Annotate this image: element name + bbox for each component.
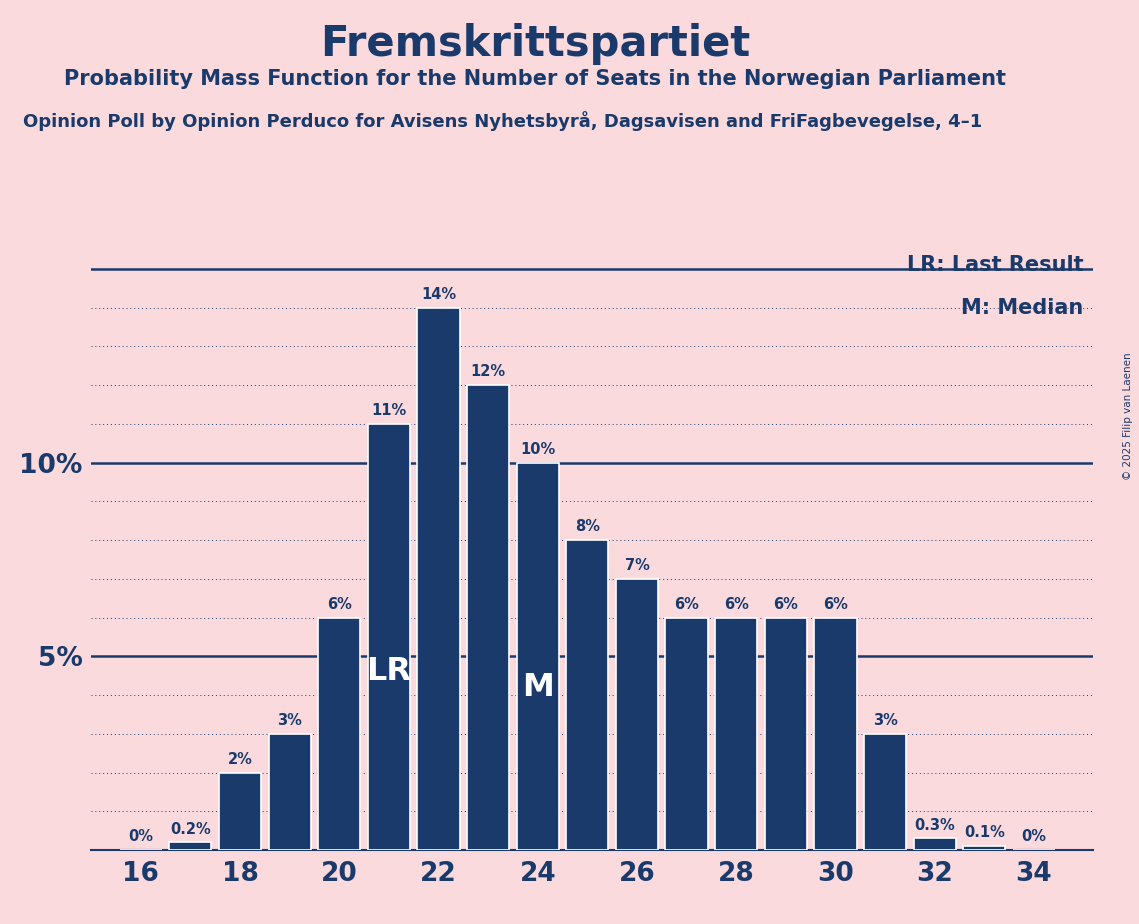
Text: 0%: 0% — [129, 829, 154, 845]
Bar — [764, 617, 806, 850]
Text: 11%: 11% — [371, 403, 407, 418]
Bar — [616, 578, 658, 850]
Bar — [219, 772, 261, 850]
Bar — [517, 463, 559, 850]
Bar — [566, 541, 608, 850]
Bar — [814, 617, 857, 850]
Text: 8%: 8% — [575, 519, 600, 534]
Text: 0.1%: 0.1% — [964, 825, 1005, 841]
Text: M: M — [522, 672, 554, 703]
Text: 10%: 10% — [521, 442, 556, 456]
Text: LR: Last Result: LR: Last Result — [907, 255, 1083, 275]
Bar — [665, 617, 707, 850]
Text: 6%: 6% — [723, 597, 748, 612]
Bar — [170, 843, 212, 850]
Text: 7%: 7% — [624, 558, 649, 573]
Bar — [715, 617, 757, 850]
Text: 0%: 0% — [1022, 829, 1047, 845]
Bar — [417, 308, 459, 850]
Text: © 2025 Filip van Laenen: © 2025 Filip van Laenen — [1123, 352, 1133, 480]
Bar — [865, 734, 907, 850]
Text: Probability Mass Function for the Number of Seats in the Norwegian Parliament: Probability Mass Function for the Number… — [64, 69, 1007, 90]
Bar — [913, 838, 956, 850]
Bar — [964, 846, 1006, 850]
Text: 12%: 12% — [470, 364, 506, 379]
Text: 6%: 6% — [674, 597, 699, 612]
Bar — [269, 734, 311, 850]
Text: 0.2%: 0.2% — [170, 821, 211, 836]
Text: 14%: 14% — [421, 286, 456, 302]
Text: 6%: 6% — [773, 597, 798, 612]
Bar — [467, 385, 509, 850]
Text: 6%: 6% — [823, 597, 847, 612]
Bar — [368, 424, 410, 850]
Text: 0.3%: 0.3% — [915, 818, 954, 833]
Text: 3%: 3% — [277, 713, 302, 728]
Text: M: Median: M: Median — [961, 298, 1083, 318]
Text: LR: LR — [367, 655, 411, 687]
Text: Opinion Poll by Opinion Perduco for Avisens Nyhetsbyrå, Dagsavisen and FriFagbev: Opinion Poll by Opinion Perduco for Avis… — [23, 111, 982, 131]
Bar — [318, 617, 360, 850]
Text: 6%: 6% — [327, 597, 352, 612]
Text: 2%: 2% — [228, 752, 253, 767]
Text: 3%: 3% — [872, 713, 898, 728]
Text: Fremskrittspartiet: Fremskrittspartiet — [320, 23, 751, 65]
